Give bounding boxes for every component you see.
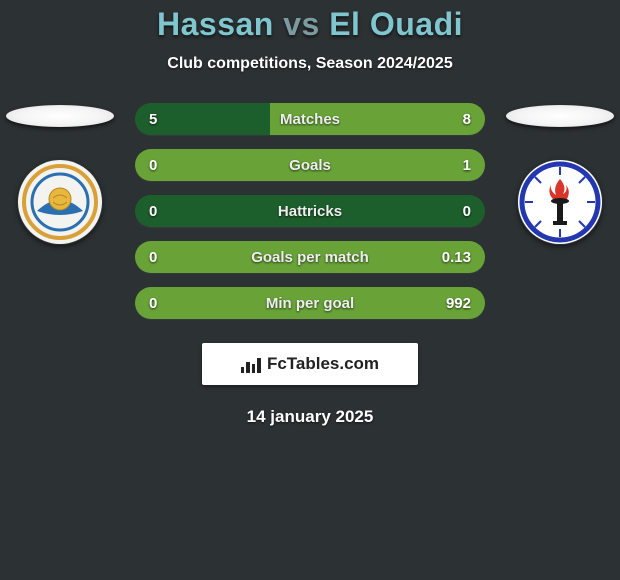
stat-label: Goals <box>135 149 485 181</box>
stat-value-right: 8 <box>463 103 471 135</box>
brand-box: FcTables.com <box>202 343 418 385</box>
club-badge-right-icon <box>517 159 603 245</box>
club-badge-right <box>517 159 603 245</box>
subtitle: Club competitions, Season 2024/2025 <box>0 55 620 73</box>
stat-bars: Matches58Goals01Hattricks00Goals per mat… <box>135 103 485 319</box>
bar-chart-icon <box>241 355 261 373</box>
stat-value-left: 0 <box>149 195 157 227</box>
stat-row: Goals per match0 0.13 <box>135 241 485 273</box>
player-left-silhouette <box>6 105 114 127</box>
stat-row: Goals0 1 <box>135 149 485 181</box>
brand-text: FcTables.com <box>267 354 379 374</box>
stat-value-left: 0 <box>149 287 157 319</box>
stat-value-left: 0 <box>149 149 157 181</box>
stat-row: Min per goal0 992 <box>135 287 485 319</box>
title-vs: vs <box>283 6 320 42</box>
stat-row: Matches5 8 <box>135 103 485 135</box>
stat-value-left: 5 <box>149 103 157 135</box>
stat-label: Min per goal <box>135 287 485 319</box>
stat-label: Matches <box>135 103 485 135</box>
player-right-column <box>505 103 615 245</box>
stat-value-right: 0 <box>463 195 471 227</box>
club-badge-left <box>17 159 103 245</box>
stat-value-right: 992 <box>446 287 471 319</box>
stat-value-right: 0.13 <box>442 241 471 273</box>
date-label: 14 january 2025 <box>0 407 620 427</box>
club-badge-left-icon <box>17 159 103 245</box>
title-player2: El Ouadi <box>329 6 463 42</box>
title-player1: Hassan <box>157 6 274 42</box>
stat-value-left: 0 <box>149 241 157 273</box>
stat-label: Hattricks <box>135 195 485 227</box>
stat-label: Goals per match <box>135 241 485 273</box>
infographic-root: Hassan vs El Ouadi Club competitions, Se… <box>0 0 620 427</box>
stat-row: Hattricks0 0 <box>135 195 485 227</box>
comparison-area: Matches58Goals01Hattricks00Goals per mat… <box>0 103 620 319</box>
stat-value-right: 1 <box>463 149 471 181</box>
player-right-silhouette <box>506 105 614 127</box>
page-title: Hassan vs El Ouadi <box>0 6 620 43</box>
player-left-column <box>5 103 115 245</box>
